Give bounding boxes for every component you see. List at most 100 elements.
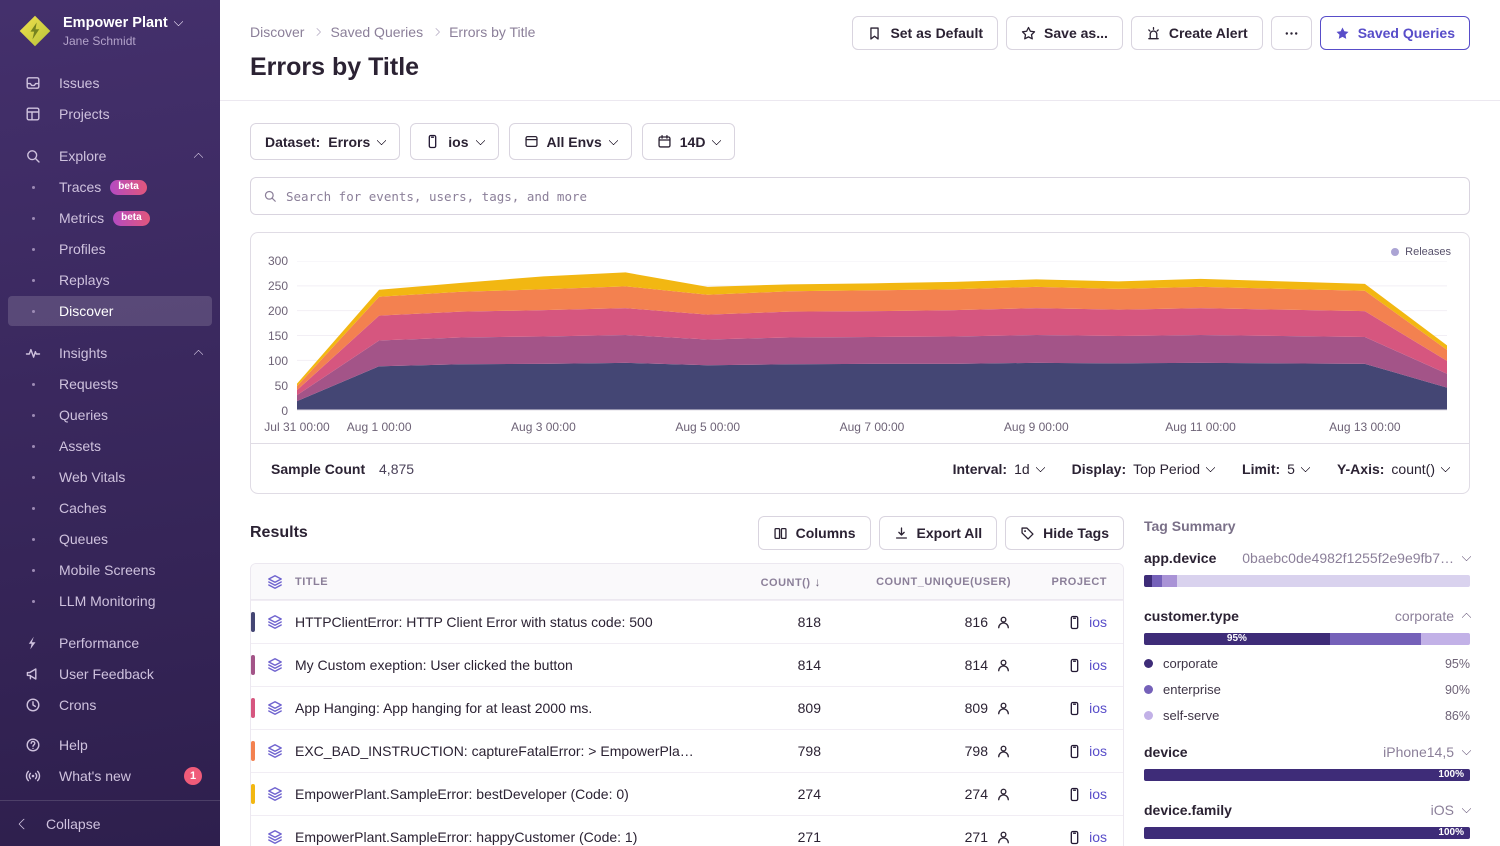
- layers-icon: [267, 657, 283, 673]
- project-link[interactable]: ios: [1089, 743, 1107, 759]
- search-input[interactable]: [286, 189, 1457, 204]
- event-title-link[interactable]: HTTPClientError: HTTP Client Error with …: [295, 614, 653, 630]
- releases-legend-dot: [1391, 248, 1399, 256]
- results-heading: Results: [250, 524, 308, 542]
- project-cell: ios: [1011, 614, 1123, 630]
- breadcrumb-item[interactable]: Saved Queries: [330, 24, 423, 40]
- breadcrumb-item[interactable]: Errors by Title: [449, 24, 535, 40]
- sidebar-group-explore[interactable]: Explore: [8, 141, 212, 171]
- plot-area: Jul 31 00:00Aug 1 00:00Aug 3 00:00Aug 5 …: [297, 261, 1447, 443]
- more-options-button[interactable]: [1271, 16, 1312, 50]
- column-header-project[interactable]: PROJECT: [1011, 576, 1123, 588]
- project-link[interactable]: ios: [1089, 829, 1107, 845]
- event-title-link[interactable]: My Custom exeption: User clicked the but…: [295, 657, 573, 673]
- display-dropdown[interactable]: Display:Top Period: [1072, 461, 1214, 477]
- create-alert-button[interactable]: Create Alert: [1131, 16, 1263, 50]
- sidebar-item-crons[interactable]: Crons: [8, 690, 212, 720]
- stacked-area-chart[interactable]: [297, 261, 1447, 411]
- sidebar-item-discover[interactable]: Discover: [8, 296, 212, 326]
- tag-section-app-device: app.device0baebc0de4982f1255f2e9e9fb7…: [1144, 550, 1470, 587]
- sidebar-item-requests[interactable]: Requests: [8, 369, 212, 399]
- broadcast-icon: [25, 768, 41, 784]
- tag-header[interactable]: device.familyiOS: [1144, 802, 1470, 818]
- user-count-value: 274: [965, 786, 988, 802]
- tag-header[interactable]: customer.typecorporate: [1144, 608, 1470, 624]
- tag-value-row[interactable]: enterprise90%: [1144, 682, 1470, 697]
- sidebar-item-profiles[interactable]: Profiles: [8, 234, 212, 264]
- tag-distribution-bar[interactable]: 95%: [1144, 633, 1470, 645]
- tag-value-row[interactable]: self-serve86%: [1144, 708, 1470, 723]
- bullet-dot: [25, 383, 41, 386]
- person-icon: [996, 701, 1011, 716]
- results-toolbar: Results Columns Export All Hide Tags: [250, 516, 1124, 550]
- date-range-dropdown[interactable]: 14D: [642, 123, 736, 160]
- projects-icon: [25, 106, 41, 122]
- tag-distribution-bar[interactable]: 100%: [1144, 769, 1470, 781]
- tag-value-row[interactable]: corporate95%: [1144, 656, 1470, 671]
- sidebar-item-llm-monitoring[interactable]: LLM Monitoring: [8, 586, 212, 616]
- interval-dropdown[interactable]: Interval:1d: [953, 461, 1044, 477]
- tag-name: app.device: [1144, 550, 1216, 566]
- tag-bar-segment: 95%: [1144, 633, 1330, 645]
- bullet-dot: [25, 414, 41, 417]
- sidebar-item-caches[interactable]: Caches: [8, 493, 212, 523]
- chart-legend[interactable]: Releases: [1391, 246, 1451, 258]
- limit-dropdown[interactable]: Limit:5: [1242, 461, 1309, 477]
- columns-button[interactable]: Columns: [758, 516, 871, 550]
- sidebar-item-mobile-screens[interactable]: Mobile Screens: [8, 555, 212, 585]
- project-link[interactable]: ios: [1089, 614, 1107, 630]
- filter-bar: Dataset: Errors ios All Envs: [250, 123, 1470, 160]
- event-title-link[interactable]: EXC_BAD_INSTRUCTION: captureFatalError: …: [295, 743, 701, 759]
- sidebar-item-help[interactable]: Help: [8, 730, 212, 760]
- set-as-default-button[interactable]: Set as Default: [852, 16, 998, 50]
- sidebar-item-replays[interactable]: Replays: [8, 265, 212, 295]
- project-link[interactable]: ios: [1089, 786, 1107, 802]
- issues-icon: [25, 75, 41, 91]
- sidebar-item-user-feedback[interactable]: User Feedback: [8, 659, 212, 689]
- tag-value-label: self-serve: [1163, 708, 1219, 723]
- tag-distribution-bar[interactable]: [1144, 575, 1470, 587]
- notification-badge: 1: [184, 767, 202, 785]
- beta-badge: beta: [113, 211, 150, 226]
- series-color-strip: [251, 827, 255, 846]
- sidebar-item-metrics[interactable]: Metricsbeta: [8, 203, 212, 233]
- tag-top-value: iOS: [1431, 802, 1470, 818]
- y-axis-dropdown[interactable]: Y-Axis:count(): [1337, 461, 1449, 477]
- save-as-button[interactable]: Save as...: [1006, 16, 1123, 50]
- sidebar-item-performance[interactable]: Performance: [8, 628, 212, 658]
- project-link[interactable]: ios: [1089, 657, 1107, 673]
- tag-header[interactable]: app.device0baebc0de4982f1255f2e9e9fb7…: [1144, 550, 1470, 566]
- sidebar-item-traces[interactable]: Tracesbeta: [8, 172, 212, 202]
- collapse-button[interactable]: Collapse: [0, 800, 220, 846]
- sidebar-group-insights[interactable]: Insights: [8, 338, 212, 368]
- user-count-value: 814: [965, 657, 988, 673]
- event-title-link[interactable]: EmpowerPlant.SampleError: happyCustomer …: [295, 829, 637, 845]
- export-all-button[interactable]: Export All: [879, 516, 998, 550]
- environment-dropdown[interactable]: All Envs: [509, 123, 632, 160]
- sidebar-item-assets[interactable]: Assets: [8, 431, 212, 461]
- column-header-count[interactable]: COUNT()↓: [701, 575, 821, 589]
- project-dropdown[interactable]: ios: [410, 123, 498, 160]
- dataset-dropdown[interactable]: Dataset: Errors: [250, 123, 400, 160]
- breadcrumb-item[interactable]: Discover: [250, 24, 304, 40]
- column-header-title-label[interactable]: TITLE: [295, 576, 328, 588]
- saved-queries-button[interactable]: Saved Queries: [1320, 16, 1470, 50]
- event-title-link[interactable]: App Hanging: App hanging for at least 20…: [295, 700, 592, 716]
- tag-distribution-bar[interactable]: 100%: [1144, 827, 1470, 839]
- sidebar-item-projects[interactable]: Projects: [8, 99, 212, 129]
- org-switcher[interactable]: Empower Plant Jane Schmidt: [0, 0, 220, 56]
- column-header-count-unique-user[interactable]: COUNT_UNIQUE(USER): [821, 576, 1011, 588]
- phone-icon: [1067, 615, 1082, 630]
- sidebar-item-issues[interactable]: Issues: [8, 68, 212, 98]
- event-title-link[interactable]: EmpowerPlant.SampleError: bestDeveloper …: [295, 786, 629, 802]
- sidebar-item-web-vitals[interactable]: Web Vitals: [8, 462, 212, 492]
- sidebar-item-queues[interactable]: Queues: [8, 524, 212, 554]
- sidebar-item-queries[interactable]: Queries: [8, 400, 212, 430]
- button-label: Export All: [917, 525, 983, 541]
- tag-header[interactable]: deviceiPhone14,5: [1144, 744, 1470, 760]
- sidebar-item-what-s-new[interactable]: What's new 1: [8, 761, 212, 791]
- sidebar-item-label: What's new: [59, 768, 131, 784]
- hide-tags-button[interactable]: Hide Tags: [1005, 516, 1124, 550]
- project-link[interactable]: ios: [1089, 700, 1107, 716]
- x-axis-label: Aug 11 00:00: [1165, 420, 1236, 434]
